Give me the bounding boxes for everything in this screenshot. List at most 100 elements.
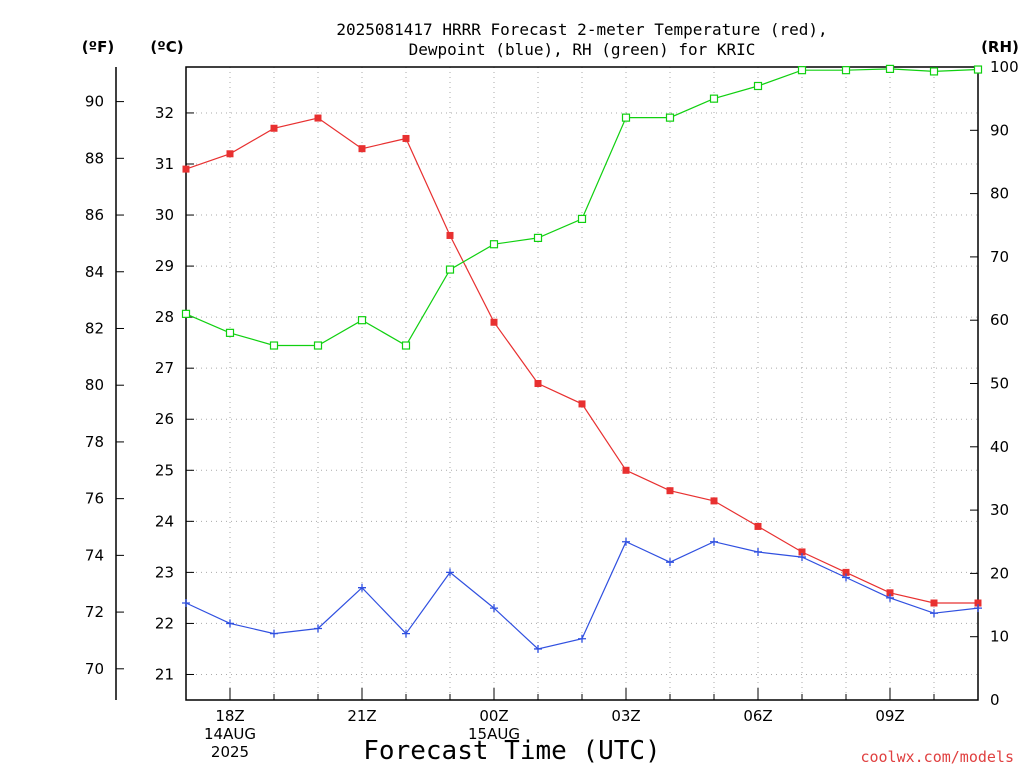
rh-point — [753, 81, 763, 91]
grid-lines — [186, 67, 978, 700]
rh-point — [841, 66, 851, 75]
x-tick-label: 18Z — [215, 707, 244, 725]
x-tick-label: 14AUG — [204, 725, 256, 743]
rh-point — [797, 66, 807, 75]
temperature-point — [446, 231, 454, 239]
celsius-tick-label: 27 — [155, 359, 174, 377]
rh-tick-label: 40 — [990, 438, 1009, 456]
dewpoint-point — [490, 604, 498, 613]
data-series — [181, 64, 983, 653]
rh-tick-label: 50 — [990, 375, 1009, 393]
dewpoint-point — [182, 599, 190, 608]
axis-ticks: 21 22 23 24 25 26 27 28 29 30 31 32 70 72 74 76 78 80 82 84… — [85, 58, 1019, 761]
x-axis-title: Forecast Time (UTC) — [363, 736, 660, 766]
celsius-tick-label: 30 — [155, 206, 174, 224]
temperature-point — [182, 165, 190, 173]
dewpoint-point — [358, 583, 366, 592]
rh-point — [577, 214, 587, 224]
dewpoint-point — [622, 537, 630, 546]
dewpoint-point — [270, 629, 278, 638]
dewpoint-point — [798, 553, 806, 562]
temperature-point — [402, 134, 410, 142]
x-tick-label: 2025 — [211, 743, 249, 761]
rh-point — [181, 309, 191, 318]
rh-point — [357, 316, 367, 325]
fahrenheit-tick-label: 78 — [85, 433, 104, 451]
celsius-tick-label: 21 — [155, 665, 174, 683]
x-tick-label: 09Z — [875, 707, 904, 725]
rh-point — [709, 94, 719, 103]
dewpoint-point — [842, 573, 850, 582]
fahrenheit-tick-label: 72 — [85, 603, 104, 621]
temperature-point — [270, 124, 278, 132]
dewpoint-point — [446, 568, 454, 577]
celsius-tick-label: 28 — [155, 308, 174, 326]
dewpoint-point — [886, 593, 894, 602]
rh-tick-label: 30 — [990, 501, 1009, 519]
rh-point — [445, 265, 455, 274]
plot-frame — [185, 66, 979, 701]
fahrenheit-unit-label: (ºF) — [82, 38, 114, 56]
temperature-point — [930, 599, 938, 607]
celsius-tick-label: 31 — [155, 155, 174, 173]
rh-point — [665, 113, 675, 122]
credit-text: coolwx.com/models — [860, 748, 1014, 766]
temperature-point — [622, 466, 630, 474]
temperature-point — [754, 522, 762, 530]
x-tick-label: 21Z — [347, 707, 376, 725]
temperature-point — [490, 318, 498, 326]
rh-tick-label: 80 — [990, 185, 1009, 203]
dewpoint-point — [710, 537, 718, 546]
temperature-line — [185, 117, 978, 604]
celsius-tick-label: 32 — [155, 104, 174, 122]
temperature-point — [710, 497, 718, 505]
dewpoint-point — [974, 604, 982, 613]
celsius-tick-label: 25 — [155, 461, 174, 479]
rh-point — [401, 341, 411, 350]
rh-tick-label: 20 — [990, 564, 1009, 582]
temperature-point — [798, 548, 806, 556]
celsius-tick-label: 22 — [155, 614, 174, 632]
fahrenheit-tick-label: 88 — [85, 149, 104, 167]
temperature-point — [534, 380, 542, 387]
rh-point — [533, 233, 543, 243]
chart-subtitle: Dewpoint (blue), RH (green) for KRIC — [409, 40, 756, 59]
x-tick-label: 03Z — [611, 707, 640, 725]
dewpoint-point — [534, 644, 542, 653]
celsius-tick-label: 23 — [155, 563, 174, 581]
rh-point — [929, 67, 939, 76]
celsius-tick-label: 24 — [155, 512, 174, 530]
rh-point — [621, 113, 631, 122]
x-tick-label: 15AUG — [468, 725, 520, 743]
celsius-unit-label: (ºC) — [150, 38, 183, 56]
temperature-point — [358, 145, 366, 153]
x-tick-label: 06Z — [743, 707, 772, 725]
temperature-point — [886, 589, 894, 597]
celsius-tick-label: 29 — [155, 257, 174, 275]
rh-unit-label: (RH) — [981, 38, 1019, 56]
rh-point — [225, 328, 235, 337]
rh-tick-label: 70 — [990, 248, 1009, 266]
rh-point — [313, 341, 323, 350]
celsius-tick-label: 26 — [155, 410, 174, 428]
temperature-point — [314, 114, 322, 122]
dewpoint-point — [578, 634, 586, 643]
dewpoint-point — [314, 624, 322, 633]
temperature-point — [666, 487, 674, 495]
temperature-point — [974, 599, 982, 607]
dewpoint-point — [666, 558, 674, 567]
fahrenheit-tick-label: 82 — [85, 319, 104, 337]
fahrenheit-tick-label: 86 — [85, 206, 104, 224]
rh-point — [489, 240, 499, 249]
rh-tick-label: 10 — [990, 628, 1009, 646]
chart-title: 2025081417 HRRR Forecast 2-meter Tempera… — [336, 20, 827, 39]
rh-tick-label: 90 — [990, 121, 1009, 139]
dewpoint-point — [226, 619, 234, 628]
dewpoint-point — [930, 609, 938, 618]
rh-point — [973, 65, 983, 74]
fahrenheit-tick-label: 80 — [85, 376, 104, 394]
fahrenheit-tick-label: 84 — [85, 263, 104, 281]
fahrenheit-tick-label: 70 — [85, 660, 104, 678]
temperature-point — [226, 150, 234, 158]
